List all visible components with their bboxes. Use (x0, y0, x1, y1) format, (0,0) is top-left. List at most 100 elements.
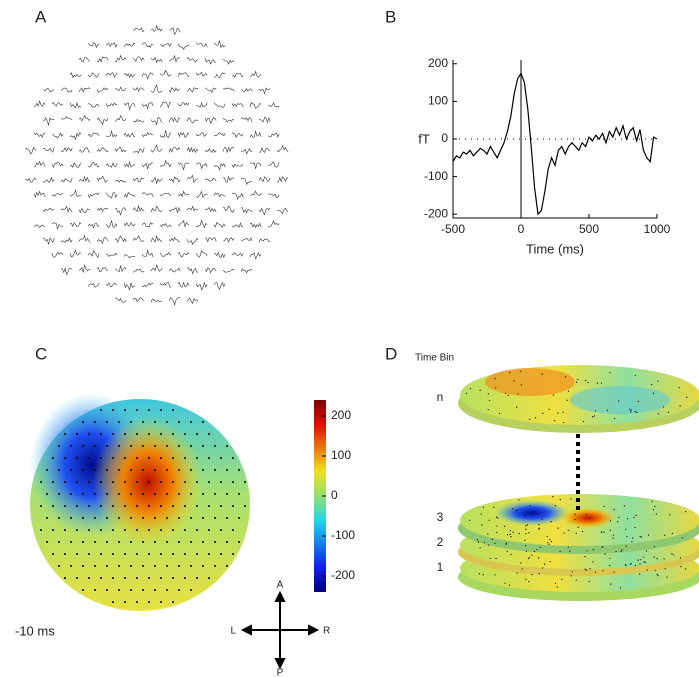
sensor-trace (105, 282, 118, 288)
sensor-dot (509, 371, 511, 374)
sensor-dot (232, 553, 234, 555)
sensor-dot (184, 529, 186, 531)
sensor-dot (634, 564, 637, 567)
sensor-dot (465, 392, 467, 394)
sensor-dot (554, 419, 556, 422)
sensor-dot (64, 481, 66, 483)
sensor-dot (552, 496, 554, 498)
sensor-trace (240, 237, 253, 242)
sensor-dot (566, 399, 568, 401)
sensor-dot (130, 541, 132, 543)
sensor-trace (195, 42, 208, 48)
panel-label: A (35, 7, 47, 26)
sensor-dot (634, 411, 636, 413)
sensor-dot (637, 559, 639, 561)
sensor-trace (267, 102, 280, 108)
negative-blob (494, 500, 570, 526)
sensor-dot (496, 525, 498, 527)
sensor-dot (58, 517, 60, 519)
sensor-trace (267, 161, 280, 168)
sensor-dot (214, 565, 216, 567)
sensor-dot (592, 561, 594, 563)
sensor-dot (190, 445, 192, 447)
sensor-trace (150, 235, 163, 243)
sensor-dot (593, 415, 596, 417)
sensor-dot (487, 408, 489, 411)
sensor-trace (240, 207, 253, 214)
sensor-trace (249, 222, 262, 228)
sensor-dot (46, 493, 48, 495)
x-tick-label: -500 (441, 222, 465, 236)
sensor-trace (249, 101, 262, 109)
sensor-trace (159, 101, 172, 109)
sensor-dot (214, 469, 216, 471)
colorbar (314, 400, 326, 592)
sensor-dot (94, 493, 96, 495)
sensor-trace (222, 175, 235, 183)
sensor-dot (525, 533, 527, 535)
sensor-trace (42, 116, 55, 126)
sensor-trace (159, 43, 172, 48)
sensor-dot (516, 406, 518, 408)
sensor-dot (112, 481, 114, 483)
sensor-dot (653, 546, 656, 548)
sensor-dot (76, 529, 78, 531)
sensor-trace (177, 72, 190, 78)
sensor-dot (220, 505, 222, 507)
sensor-trace (51, 132, 64, 139)
sensor-dot (106, 421, 108, 423)
y-axis-label: fT (418, 131, 430, 146)
sensor-trace (105, 102, 118, 107)
sensor-dot (172, 409, 174, 411)
sensor-dot (118, 565, 120, 567)
sensor-dot (70, 469, 72, 471)
sensor-dot (634, 527, 636, 529)
sensor-dot (554, 504, 556, 507)
sensor-dot (554, 582, 557, 585)
sensor-dot (238, 541, 240, 543)
sensor-trace (141, 42, 154, 48)
sensor-dot (172, 577, 174, 579)
sensor-dot (663, 534, 666, 536)
sensor-dot (479, 389, 481, 391)
sensor-dot (82, 565, 84, 567)
sensor-dot (226, 565, 228, 567)
sensor-trace (231, 251, 244, 257)
sensor-dot (238, 517, 240, 519)
sensor-trace (267, 132, 280, 138)
sensor-dot (214, 541, 216, 543)
sensor-dot (172, 505, 174, 507)
sensor-trace (258, 87, 271, 95)
negative-blob (570, 386, 670, 414)
sensor-dot (118, 469, 120, 471)
sensor-dot (160, 553, 162, 555)
compass-a: A (277, 580, 284, 591)
sensor-dot (226, 469, 228, 471)
sensor-dot (592, 548, 595, 551)
sensor-dot (88, 505, 90, 507)
sensor-trace (132, 56, 145, 63)
sensor-dot (100, 505, 102, 507)
sensor-trace (141, 131, 154, 138)
sensor-trace (132, 27, 145, 33)
sensor-dot (112, 457, 114, 459)
sensor-dot (46, 541, 48, 543)
sensor-dot (226, 541, 228, 543)
sensor-dot (154, 445, 156, 447)
sensor-trace (231, 132, 244, 139)
sensor-dot (130, 445, 132, 447)
sensor-trace (186, 174, 199, 184)
sensor-dot (567, 390, 570, 392)
sensor-dot (172, 529, 174, 531)
sensor-dot (557, 527, 559, 529)
sensor-dot (148, 601, 150, 603)
sensor-dot (202, 541, 204, 543)
sensor-dot (548, 408, 550, 410)
sensor-dot (64, 457, 66, 459)
sensor-dot (647, 534, 650, 536)
colorbar-tick-label: -100 (331, 528, 355, 542)
sensor-dot (476, 538, 478, 541)
sensor-dot (582, 420, 585, 423)
sensor-trace (141, 249, 154, 258)
sensor-dot (657, 413, 659, 415)
